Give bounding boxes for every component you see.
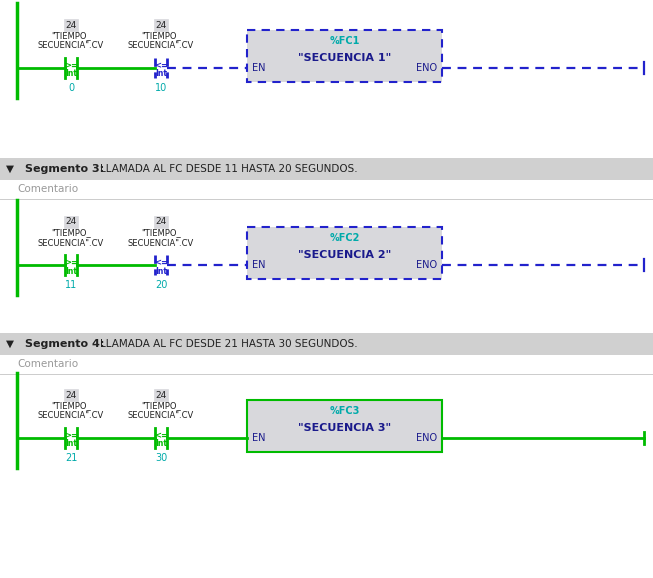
Text: "SECUENCIA 3": "SECUENCIA 3": [298, 423, 391, 433]
Bar: [0, 180, 653, 333]
Text: <=: <=: [154, 258, 168, 268]
Text: 24: 24: [65, 391, 76, 399]
Text: 30: 30: [155, 453, 167, 463]
Text: Int: Int: [65, 439, 77, 449]
Text: Comentario: Comentario: [17, 359, 78, 369]
Text: 20: 20: [155, 280, 167, 290]
Text: 24: 24: [155, 217, 167, 227]
Text: ENO: ENO: [416, 433, 437, 443]
Text: >=: >=: [64, 61, 78, 71]
Text: Comentario: Comentario: [17, 184, 78, 194]
Text: EN: EN: [252, 260, 266, 270]
Text: EN: EN: [252, 63, 266, 73]
Text: "TIEMPO_: "TIEMPO_: [141, 402, 181, 410]
Text: Int: Int: [65, 266, 77, 276]
Text: ▼: ▼: [6, 339, 14, 349]
Bar: [0, 355, 653, 578]
Text: %FC2: %FC2: [329, 233, 360, 243]
Text: 24: 24: [65, 217, 76, 227]
Bar: [0, 0, 653, 158]
Text: "TIEMPO_: "TIEMPO_: [141, 31, 181, 40]
Text: 10: 10: [155, 83, 167, 93]
Bar: [247, 400, 442, 452]
Text: SECUENCIA".CV: SECUENCIA".CV: [38, 239, 104, 247]
Text: %FC1: %FC1: [329, 36, 360, 46]
Text: 24: 24: [65, 20, 76, 29]
Text: Int: Int: [155, 69, 167, 79]
Text: ENO: ENO: [416, 260, 437, 270]
Text: Segmento 4:: Segmento 4:: [25, 339, 104, 349]
Text: SECUENCIA".CV: SECUENCIA".CV: [128, 42, 194, 50]
Text: <=: <=: [154, 61, 168, 71]
Text: Segmento 3:: Segmento 3:: [25, 164, 104, 174]
Text: SECUENCIA".CV: SECUENCIA".CV: [38, 42, 104, 50]
Text: Int: Int: [155, 439, 167, 449]
Text: ▼: ▼: [6, 164, 14, 174]
Text: >=: >=: [64, 258, 78, 268]
Text: SECUENCIA".CV: SECUENCIA".CV: [128, 412, 194, 421]
Text: "TIEMPO_: "TIEMPO_: [51, 228, 91, 238]
Text: ENO: ENO: [416, 63, 437, 73]
Text: "SECUENCIA 2": "SECUENCIA 2": [298, 250, 391, 260]
Text: 24: 24: [155, 391, 167, 399]
Text: SECUENCIA".CV: SECUENCIA".CV: [38, 412, 104, 421]
Bar: [247, 30, 442, 82]
Text: 21: 21: [65, 453, 77, 463]
Bar: [0, 333, 653, 355]
Text: EN: EN: [252, 433, 266, 443]
Text: "TIEMPO_: "TIEMPO_: [51, 402, 91, 410]
Text: "TIEMPO_: "TIEMPO_: [141, 228, 181, 238]
Bar: [0, 158, 653, 180]
Bar: [247, 227, 442, 279]
Text: LLAMADA AL FC DESDE 11 HASTA 20 SEGUNDOS.: LLAMADA AL FC DESDE 11 HASTA 20 SEGUNDOS…: [100, 164, 358, 174]
Text: SECUENCIA".CV: SECUENCIA".CV: [128, 239, 194, 247]
Text: "TIEMPO_: "TIEMPO_: [51, 31, 91, 40]
Text: LLAMADA AL FC DESDE 21 HASTA 30 SEGUNDOS.: LLAMADA AL FC DESDE 21 HASTA 30 SEGUNDOS…: [100, 339, 358, 349]
Text: >=: >=: [64, 432, 78, 440]
Text: 0: 0: [68, 83, 74, 93]
Text: 11: 11: [65, 280, 77, 290]
Text: <=: <=: [154, 432, 168, 440]
Text: 24: 24: [155, 20, 167, 29]
Text: Int: Int: [155, 266, 167, 276]
Text: Int: Int: [65, 69, 77, 79]
Text: %FC3: %FC3: [329, 406, 360, 416]
Text: "SECUENCIA 1": "SECUENCIA 1": [298, 53, 391, 63]
